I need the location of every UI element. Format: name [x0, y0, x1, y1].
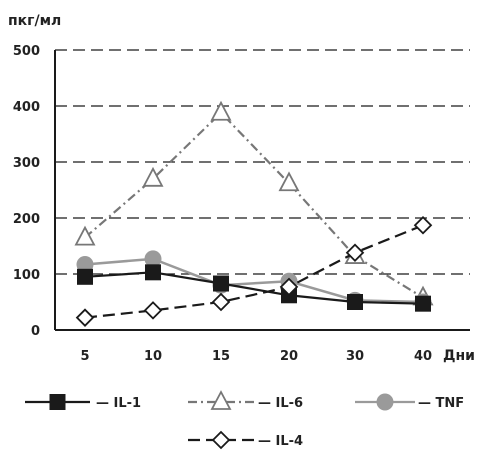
- legend-item-il-6: — IL-6: [188, 390, 303, 411]
- y-tick-label: 300: [13, 156, 40, 171]
- x-tick-label: 10: [144, 349, 162, 364]
- legend-label: — IL-6: [258, 396, 303, 411]
- data-point: [279, 277, 299, 297]
- y-tick-label: 100: [13, 268, 40, 283]
- series-il-1: [77, 264, 431, 312]
- data-point: [213, 275, 229, 292]
- series-line: [84, 111, 424, 299]
- data-point: [278, 171, 300, 192]
- x-axis-label: Дни: [443, 348, 475, 364]
- data-point: [76, 255, 94, 273]
- legend-item-il-4: — IL-4: [188, 430, 303, 450]
- data-point: [145, 264, 161, 281]
- legend-marker: [211, 430, 231, 450]
- series-il-4: [75, 216, 433, 327]
- series-line: [84, 257, 424, 304]
- x-tick-label: 15: [212, 349, 230, 364]
- data-point: [144, 250, 162, 268]
- data-point: [74, 225, 96, 246]
- x-tick-label: 30: [346, 349, 364, 364]
- y-tick-label: 0: [31, 324, 40, 339]
- data-point: [211, 292, 231, 312]
- data-point: [347, 294, 363, 310]
- legend-item-tnf: — TNF: [355, 393, 464, 411]
- data-point: [77, 268, 93, 285]
- series-line: [84, 271, 424, 305]
- data-point: [210, 100, 232, 121]
- y-tick-label: 200: [13, 212, 40, 227]
- data-point: [413, 216, 433, 235]
- legend-marker: [210, 390, 232, 410]
- x-tick-label: 5: [80, 349, 89, 364]
- legend-marker: [49, 394, 66, 410]
- data-point: [415, 295, 431, 312]
- y-tick-label: 400: [13, 100, 40, 115]
- x-tick-label: 20: [280, 349, 298, 364]
- legend-marker: [376, 393, 394, 411]
- legend-label: — TNF: [418, 396, 464, 411]
- legend-label: — IL-1: [96, 396, 141, 411]
- data-point: [75, 308, 95, 327]
- data-point: [143, 301, 163, 320]
- data-point: [345, 243, 365, 262]
- legend-item-il-1: — IL-1: [25, 394, 141, 411]
- data-point: [142, 166, 164, 187]
- y-tick-label: 500: [13, 44, 40, 59]
- series-line: [84, 224, 424, 319]
- x-tick-label: 40: [414, 349, 432, 364]
- y-axis-label: пкг/мл: [8, 13, 61, 29]
- legend-label: — IL-4: [258, 434, 303, 449]
